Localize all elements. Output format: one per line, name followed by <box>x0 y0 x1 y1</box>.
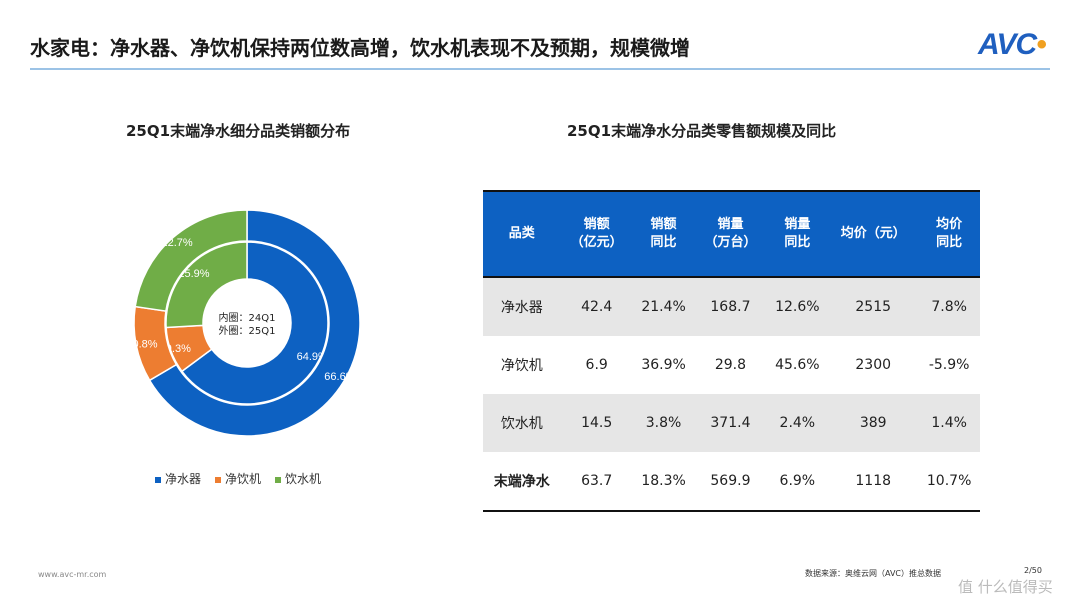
table-cell: 6.9% <box>766 452 829 512</box>
data-source: 数据来源：奥维云网（AVC）推总数据 <box>805 569 942 578</box>
table-cell: 净饮机 <box>500 358 543 374</box>
donut-title: 25Q1末端净水细分品类销额分布 <box>126 122 351 140</box>
table-cell: 3.8% <box>632 394 695 452</box>
table-cell: 净水器 <box>483 277 561 336</box>
data-label: 22.7% <box>161 237 192 249</box>
data-label: 66.6% <box>324 371 355 383</box>
data-table: 品类 销额 （亿元） 销额 同比 销量 （万台） 销量 同比 均价（元） 均价 同比 净水器 42.4 2… <box>483 190 980 512</box>
center-label: 内圈：24Q1 <box>219 311 276 324</box>
table-cell: 168.7 <box>694 277 767 336</box>
page-number: 2/50 <box>1024 566 1042 575</box>
table-cell: 6.9 <box>585 357 608 373</box>
column-header: 销额 （亿元） <box>560 190 633 278</box>
table-cell: 569.9 <box>694 452 767 512</box>
table-cell: 末端净水 <box>483 452 561 512</box>
column-header: 品类 <box>483 190 561 278</box>
table-cell: 21.4% <box>632 277 695 336</box>
legend-swatch <box>215 476 222 483</box>
column-header: 销量 同比 <box>766 190 829 278</box>
column-header: 均价 同比 <box>918 190 980 278</box>
chart-legend: 净水器 净饮机 饮水机 <box>155 470 321 487</box>
table-row: 饮水机 14.5 3.8% 371.4 2.4% 389 1.4% <box>483 394 980 452</box>
table-cell: 14.5 <box>560 394 633 452</box>
center-label: 外圈：25Q1 <box>219 325 276 337</box>
table-cell: 12.6% <box>766 277 829 336</box>
column-header: 销额 同比 <box>632 190 695 278</box>
legend-item: 饮水机 <box>275 470 321 487</box>
legend-swatch <box>275 476 282 483</box>
slice-25Q1-饮水机 <box>134 209 248 312</box>
data-label: 9.3% <box>166 343 191 355</box>
table-cell: 2515 <box>828 277 919 336</box>
legend-item: 净饮机 <box>215 470 261 487</box>
legend-label: 饮水机 <box>285 472 322 486</box>
column-header: 销量 （万台） <box>694 190 767 278</box>
donut-chart: 64.9%9.3%25.9%66.6%10.8%22.7%内圈：24Q1外圈：2… <box>126 209 361 437</box>
legend-swatch <box>155 476 161 483</box>
table-cell: 1.4% <box>918 394 980 452</box>
table-cell: 10.7% <box>918 452 980 512</box>
title-divider <box>30 68 1050 70</box>
data-label: 25.9% <box>178 268 209 280</box>
table-cell: 7.8% <box>918 277 980 336</box>
slice-25Q1-净水器 <box>148 209 361 437</box>
watermark-logo: 值 什么值得买 <box>958 578 1053 596</box>
table-cell: 2300 <box>855 357 892 373</box>
table-row: 末端净水 63.7 18.3% 569.9 6.9% 1118 10.7% <box>483 452 980 512</box>
table-cell: 389 <box>828 394 919 452</box>
table-cell: 1118 <box>828 452 919 512</box>
table-cell: 45.6% <box>775 357 820 373</box>
table-cell: 63.7 <box>560 452 633 512</box>
slice-24Q1-饮水机 <box>165 241 248 329</box>
table-title: 25Q1末端净水分品类零售额规模及同比 <box>567 122 837 140</box>
table-cell: 42.4 <box>560 277 633 336</box>
avc-logo: AVC• <box>978 28 1047 61</box>
table-cell: -5.9% <box>928 357 970 373</box>
legend-label: 净饮机 <box>225 472 262 486</box>
table-cell: 18.3% <box>632 452 695 512</box>
website: www.avc-mr.com <box>38 570 107 579</box>
legend-label: 净水器 <box>165 472 202 486</box>
table-cell: 36.9% <box>641 357 686 373</box>
table-cell: 饮水机 <box>483 394 561 452</box>
slice-24Q1-净水器 <box>180 241 329 405</box>
table-row: 净水器 42.4 21.4% 168.7 12.6% 2515 7.8% <box>483 277 980 336</box>
table-cell: 29.8 <box>714 357 747 373</box>
table-cell: 371.4 <box>694 394 767 452</box>
data-label: 10.8% <box>126 339 157 351</box>
table-row: 净饮机 6.9 36.9% 29.8 45.6% 2300 -5.9% <box>483 336 980 394</box>
table-cell: 2.4% <box>766 394 829 452</box>
page-title: 水家电：净水器、净饮机保持两位数高增，饮水机表现不及预期，规模微增 <box>30 36 690 60</box>
legend-item: 净水器 <box>155 470 201 487</box>
column-header: 均价（元） <box>828 190 919 278</box>
